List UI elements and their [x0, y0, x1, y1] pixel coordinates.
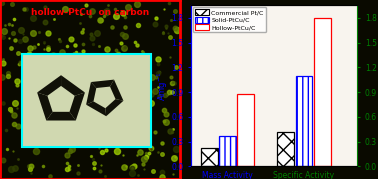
Bar [237, 94, 254, 166]
Polygon shape [61, 75, 85, 96]
Bar [219, 136, 236, 166]
Polygon shape [86, 101, 106, 116]
Bar [201, 148, 217, 166]
Legend: Commercial Pt/C, Solid-PtCu/C, Hollow-PtCu/C: Commercial Pt/C, Solid-PtCu/C, Hollow-Pt… [193, 7, 266, 33]
Bar [22, 54, 151, 147]
Bar [277, 132, 294, 166]
Bar [296, 76, 312, 166]
Polygon shape [105, 99, 124, 116]
Polygon shape [37, 75, 61, 96]
Polygon shape [46, 112, 76, 120]
Y-axis label: Amg$^{-1}$: Amg$^{-1}$ [155, 71, 170, 101]
Bar [314, 18, 331, 166]
Polygon shape [70, 93, 85, 120]
Text: hollow-PtCu  on carbon: hollow-PtCu on carbon [31, 8, 149, 17]
Polygon shape [110, 80, 124, 101]
Polygon shape [37, 93, 53, 120]
Polygon shape [86, 82, 96, 105]
Polygon shape [91, 80, 114, 88]
